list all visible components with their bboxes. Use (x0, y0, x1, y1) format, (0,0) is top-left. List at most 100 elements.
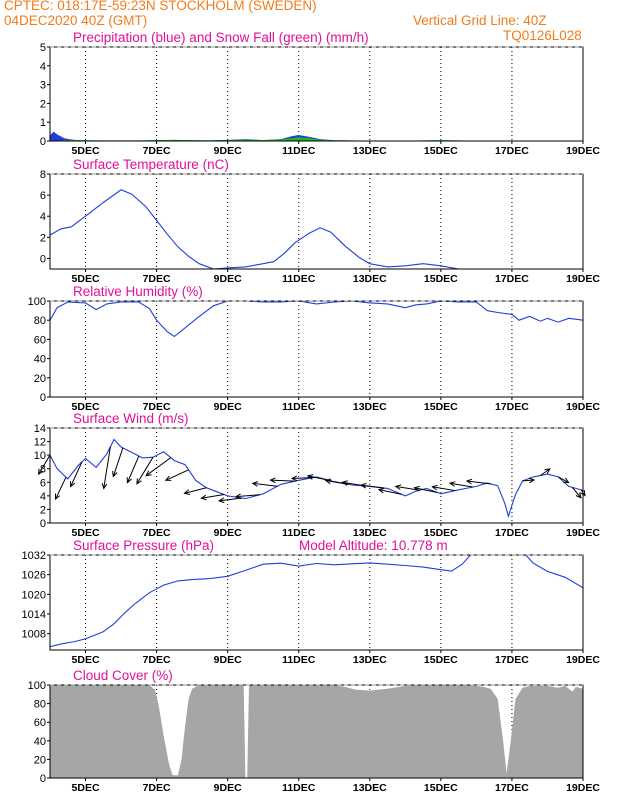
wind-arrow-head (306, 474, 314, 480)
wind-arrow (38, 454, 51, 475)
panel-temp: 0 2 4 6 8 5DEC 7DEC 9DEC 11DEC 13DEC 15DEC 17DEC 19D… (40, 157, 600, 285)
x-tick-label: 5DEC (72, 273, 100, 285)
x-tick-label: 17DEC (495, 401, 529, 413)
wind-arrow (432, 486, 456, 492)
wind-arrow (126, 455, 140, 483)
y-tick-label: 0 (40, 392, 46, 404)
y-tick-label: 4 (40, 211, 46, 223)
wind-arrow (165, 469, 189, 481)
x-tick-label: 9DEC (214, 782, 242, 794)
wind-arrow (361, 484, 385, 489)
y-tick-label: 0 (40, 136, 46, 148)
y-tick-label: 12 (34, 437, 46, 449)
x-tick-label: 5DEC (72, 782, 100, 794)
wind-arrow-head (290, 475, 298, 482)
wind-arrow-head (200, 494, 207, 501)
wind-arrow-head (563, 477, 570, 484)
y-tick-label: 80 (34, 315, 46, 327)
x-tick-label: 5DEC (72, 401, 100, 413)
x-tick-label: 9DEC (214, 145, 242, 157)
wind-arrow-head (38, 468, 44, 476)
x-tick-label: 11DEC (282, 145, 316, 157)
x-tick-label: 13DEC (353, 145, 387, 157)
wind-arrow-head (575, 492, 582, 499)
y-tick-label: 5 (40, 42, 46, 54)
y-tick-label: 14 (34, 423, 46, 435)
plot-frame (49, 46, 584, 142)
wind-arrow-head (465, 478, 473, 485)
wind-arrow-head (360, 482, 367, 489)
precipitation-area (50, 131, 583, 141)
cloud-title: Cloud Cover (%) (73, 668, 173, 683)
x-tick-label: 15DEC (424, 145, 458, 157)
y-tick-label: 60 (34, 334, 46, 346)
plot-frame (49, 300, 584, 398)
wind-arrow-head (413, 485, 420, 492)
x-tick-label: 7DEC (143, 401, 171, 413)
x-tick-label: 11DEC (282, 273, 316, 285)
wind-arrow (145, 457, 172, 477)
x-tick-label: 13DEC (353, 527, 387, 539)
wind-arrow (112, 447, 124, 477)
x-tick-label: 9DEC (214, 273, 242, 285)
wind-arrow-head (101, 483, 108, 490)
y-tick-label: 0 (40, 518, 46, 530)
x-tick-label: 17DEC (495, 145, 529, 157)
x-tick-label: 17DEC (495, 654, 529, 666)
x-tick-label: 17DEC (495, 782, 529, 794)
x-tick-label: 5DEC (72, 527, 100, 539)
x-tick-label: 5DEC (72, 145, 100, 157)
y-tick-label: 0 (40, 773, 46, 785)
wind-arrow (201, 494, 225, 499)
wind-arrow-head (112, 470, 118, 478)
wind-arrow-head (544, 468, 551, 474)
wind-arrow-head (377, 487, 385, 494)
y-tick-label: 20 (34, 754, 46, 766)
x-tick-label: 11DEC (282, 401, 316, 413)
temp-title: Surface Temperature (nC) (73, 157, 229, 172)
model-id: TQ0126L028 (503, 28, 582, 43)
wind-line (50, 438, 583, 519)
wind-arrow-head (448, 481, 456, 487)
x-tick-label: 19DEC (566, 401, 600, 413)
x-tick-label: 15DEC (424, 527, 458, 539)
y-tick-label: 1014 (22, 609, 46, 621)
y-tick-label: 2 (40, 232, 46, 244)
wind-arrow (270, 479, 296, 482)
wind-arrow-head (136, 478, 142, 485)
wind-arrow (184, 487, 207, 494)
wind-arrow-head (126, 477, 132, 484)
y-tick-label: 1008 (22, 629, 46, 641)
y-tick-label: 40 (34, 736, 46, 748)
wind-arrow (252, 482, 278, 487)
cloud-cover-area (50, 685, 583, 778)
x-tick-label: 11DEC (282, 654, 316, 666)
rh-line (50, 301, 583, 338)
y-tick-label: 2 (40, 98, 46, 110)
x-tick-label: 19DEC (566, 527, 600, 539)
wind-arrow (219, 497, 242, 502)
x-tick-label: 11DEC (282, 782, 316, 794)
wind-arrow (571, 487, 582, 499)
y-tick-label: 1 (40, 117, 46, 129)
panel-pressure: 1008 1014 1020 1026 1032 5DEC 7DEC 9DEC 11DEC 13D… (22, 538, 601, 666)
y-tick-label: 60 (34, 717, 46, 729)
plot-frame (49, 554, 584, 651)
wind-arrow (540, 468, 551, 476)
wind-arrow-head (164, 475, 172, 481)
wind-arrow (449, 482, 473, 488)
x-tick-label: 19DEC (566, 654, 600, 666)
x-tick-label: 15DEC (424, 273, 458, 285)
x-tick-label: 7DEC (143, 782, 171, 794)
x-tick-label: 7DEC (143, 654, 171, 666)
x-tick-label: 13DEC (353, 401, 387, 413)
x-tick-label: 17DEC (495, 527, 529, 539)
wind-arrow-head (217, 497, 225, 504)
x-tick-label: 13DEC (353, 654, 387, 666)
y-tick-label: 6 (40, 190, 46, 202)
pressure-title: Surface Pressure (hPa) (73, 538, 214, 553)
grid-line-note: Vertical Grid Line: 40Z (413, 13, 547, 28)
y-tick-label: 40 (34, 354, 46, 366)
